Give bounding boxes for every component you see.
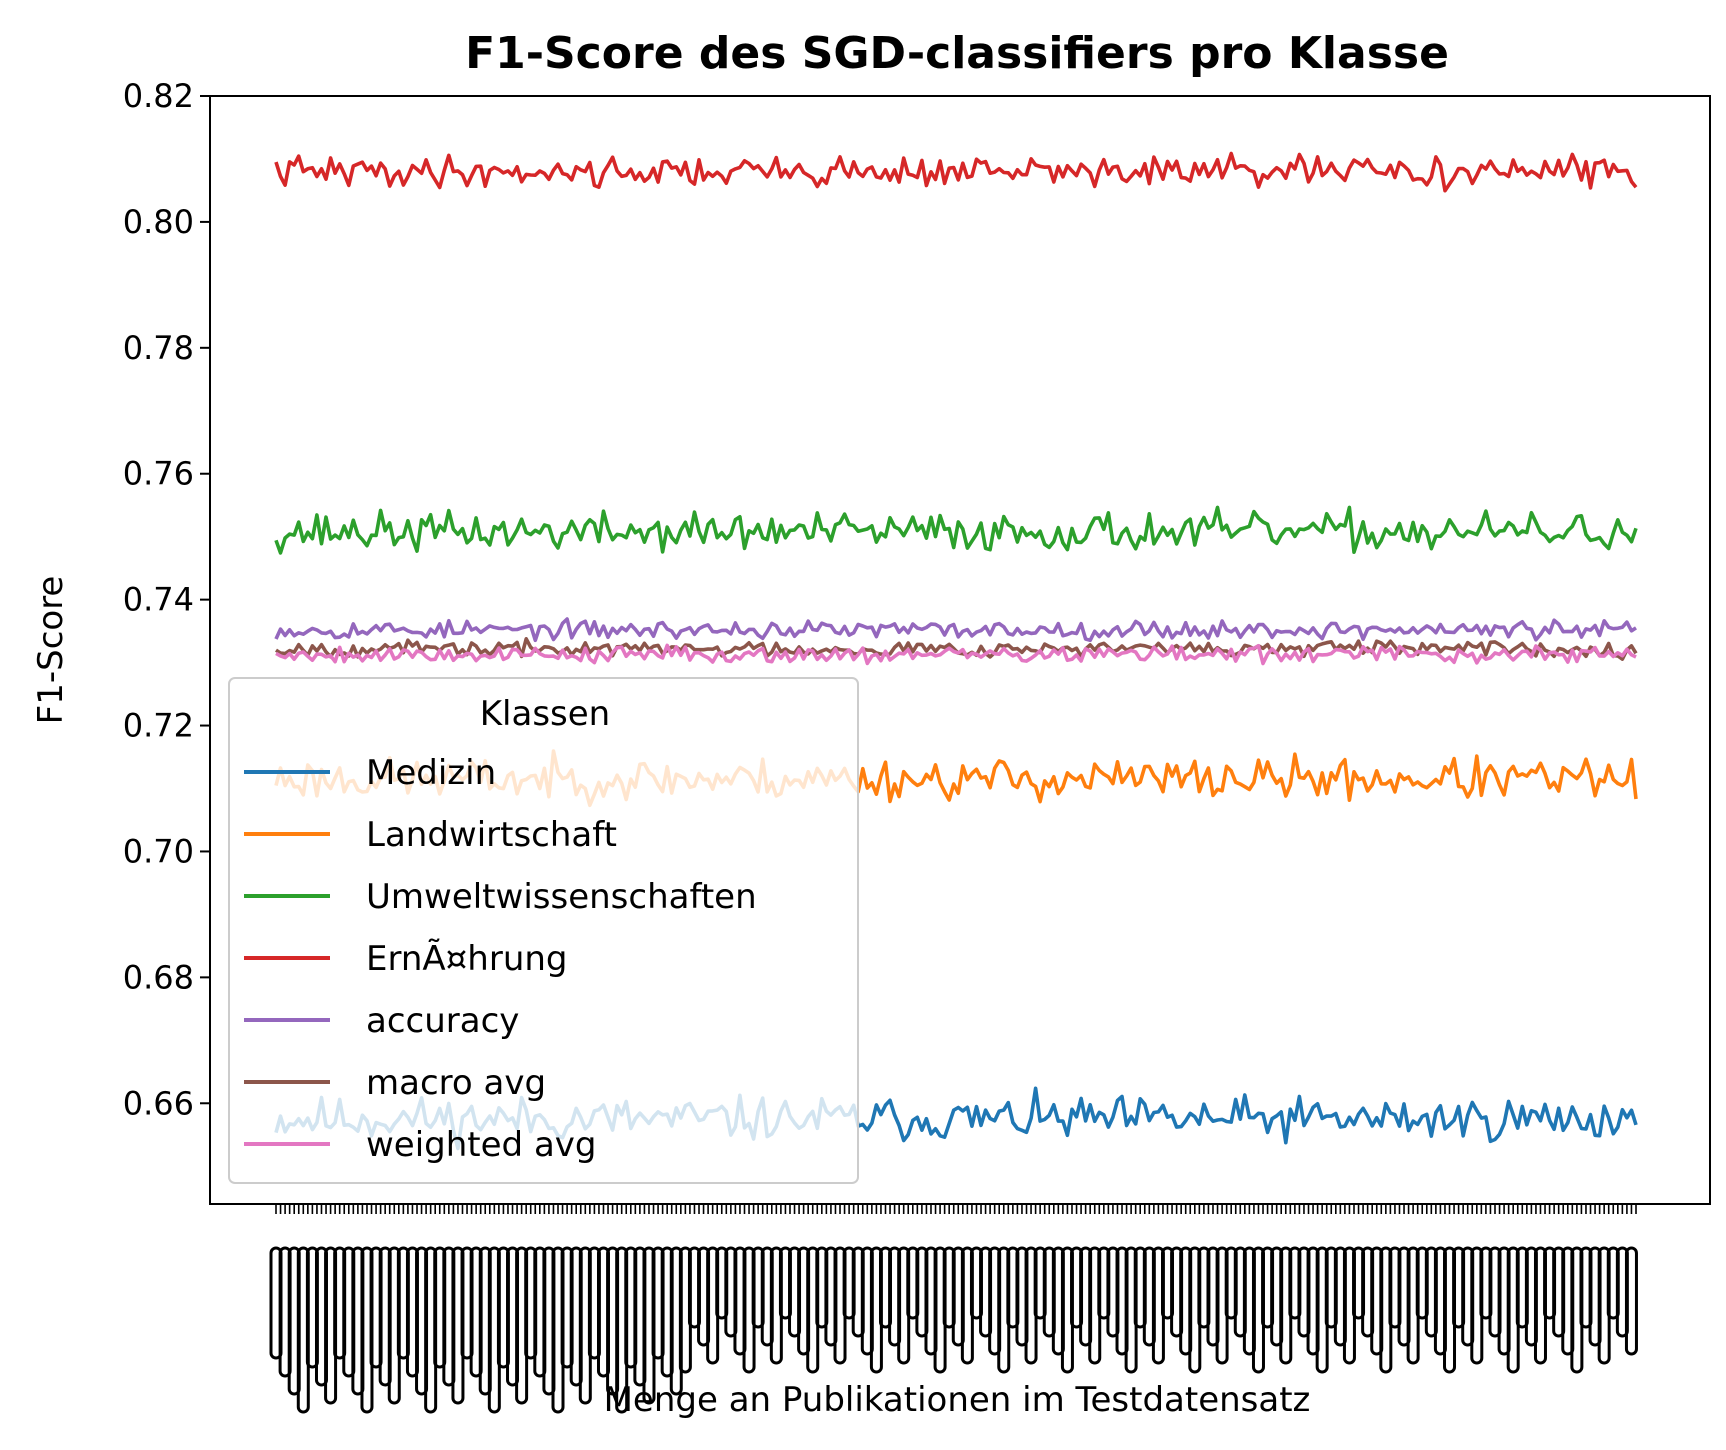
y-tick-label: 0.82 [123,77,194,115]
legend-label: weighted avg [366,1125,596,1165]
y-tick-label: 0.72 [123,707,194,745]
legend-label: Landwirtschaft [366,815,617,855]
legend-title: Klassen [480,694,610,734]
y-tick-label: 0.76 [123,455,194,493]
legend-label: accuracy [366,1001,519,1041]
series-line-weighted-avg [275,643,1637,666]
legend: Klassen Medizin Landwirtschaft Umweltwisse… [228,677,859,1184]
y-tick-label: 0.66 [123,1084,194,1122]
y-axis: 0.66 0.68 0.70 0.72 0.74 0.76 0.78 0.80 0.82 [123,77,210,1122]
y-tick-label: 0.78 [123,329,194,367]
x-axis-label: Menge an Publikationen im Testdatensatz [604,1380,1311,1420]
y-tick-label: 0.70 [123,832,194,870]
x-tick-label-block [269,1246,1638,1414]
x-axis [269,1204,1638,1414]
y-tick-label: 0.68 [123,958,194,996]
legend-label: Umweltwissenschaften [366,877,757,917]
legend-label: macro avg [366,1063,546,1103]
series-line-accuracy [274,617,1637,643]
legend-label: ErnÃ¤hrung [366,939,568,979]
y-tick-label: 0.80 [123,203,194,241]
chart-title: F1-Score des SGD-classifiers pro Klasse [465,28,1449,79]
series-line-ern-hrung [274,151,1638,193]
legend-label: Medizin [366,753,496,793]
series-line-umweltwissenschaften [274,505,1638,555]
y-axis-label: F1-Score [31,576,71,725]
y-tick-label: 0.74 [123,581,194,619]
legend-box [228,677,859,1184]
